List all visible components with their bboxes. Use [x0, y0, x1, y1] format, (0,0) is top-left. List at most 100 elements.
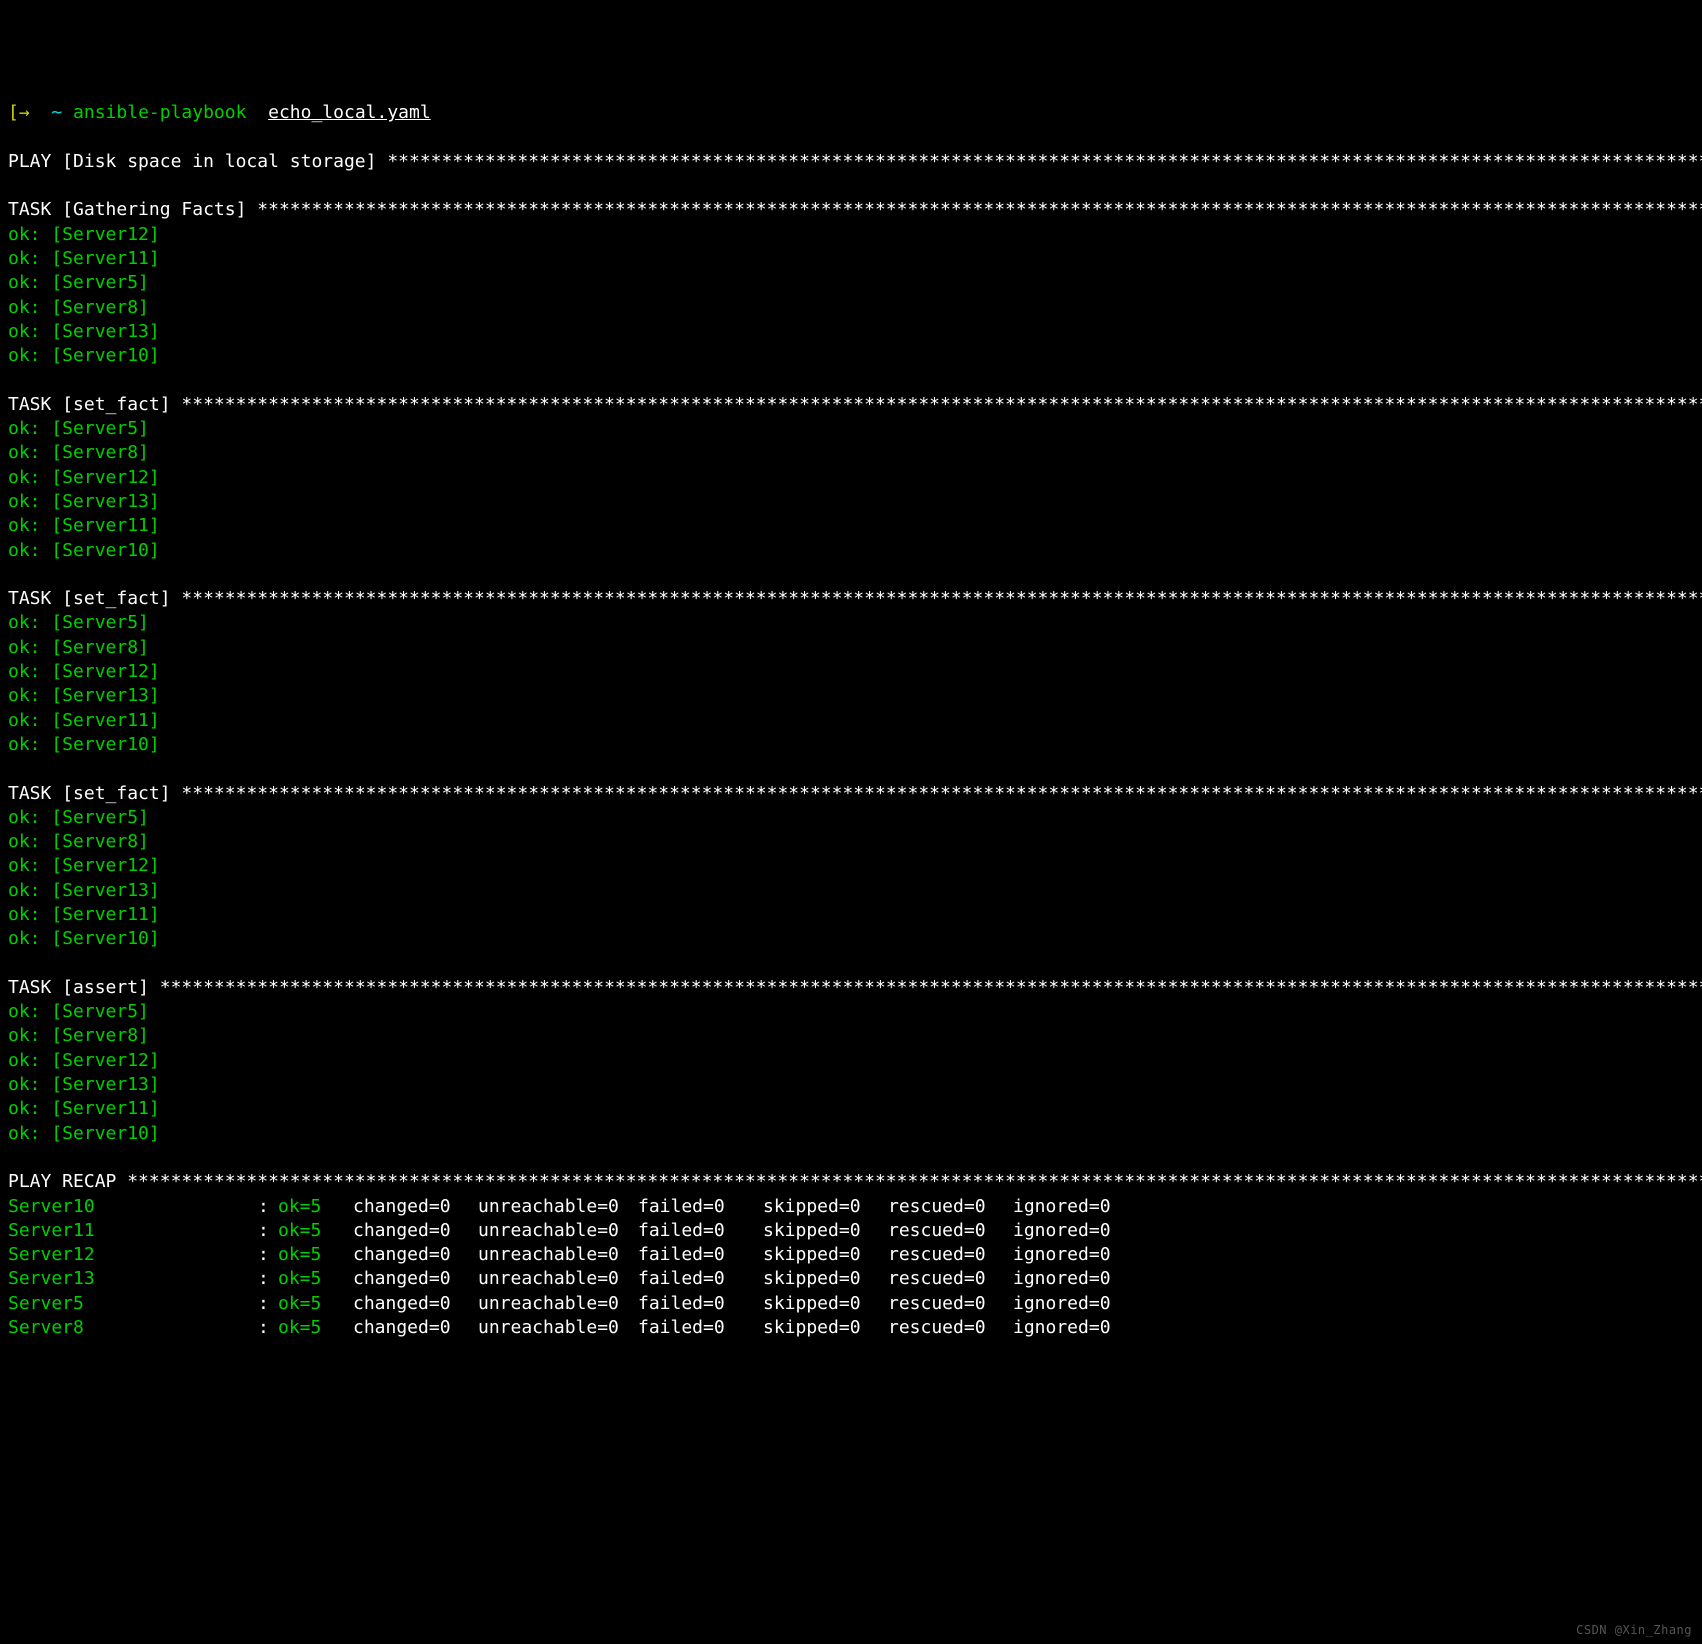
task-result-line: ok: [Server5] — [8, 1000, 1702, 1024]
recap-failed: failed=0 — [638, 1243, 763, 1267]
recap-ok: ok=5 — [278, 1243, 353, 1267]
task-name: set_fact — [73, 394, 160, 415]
task-name: set_fact — [73, 783, 160, 804]
prompt-arrow-icon: [→ — [8, 102, 30, 123]
recap-rescued: rescued=0 — [888, 1219, 1013, 1243]
task-result: ok: [Server5] — [8, 418, 149, 439]
recap-unreachable: unreachable=0 — [478, 1243, 638, 1267]
play-name: Disk space in local storage — [73, 151, 366, 172]
task-result-line: ok: [Server11] — [8, 903, 1702, 927]
recap-row: Server5: ok=5changed=0unreachable=0faile… — [8, 1292, 1702, 1316]
task-result: ok: [Server5] — [8, 612, 149, 633]
recap-failed: failed=0 — [638, 1195, 763, 1219]
recap-rescued: rescued=0 — [888, 1243, 1013, 1267]
recap-ignored: ignored=0 — [1013, 1195, 1138, 1219]
task-result: ok: [Server5] — [8, 272, 149, 293]
task-result: ok: [Server13] — [8, 321, 160, 342]
terminal-output: [→ ~ ansible-playbook echo_local.yaml PL… — [8, 101, 1702, 1340]
task-result-line: ok: [Server8] — [8, 441, 1702, 465]
star-separator: ****************************************… — [127, 1170, 1702, 1194]
task-result: ok: [Server12] — [8, 855, 160, 876]
recap-changed: changed=0 — [353, 1195, 478, 1219]
task-result: ok: [Server10] — [8, 1123, 160, 1144]
task-result: ok: [Server8] — [8, 297, 149, 318]
task-result: ok: [Server13] — [8, 685, 160, 706]
task-result: ok: [Server10] — [8, 734, 160, 755]
recap-ok: ok=5 — [278, 1219, 353, 1243]
recap-rescued: rescued=0 — [888, 1292, 1013, 1316]
recap-changed: changed=0 — [353, 1292, 478, 1316]
recap-ignored: ignored=0 — [1013, 1219, 1138, 1243]
recap-ignored: ignored=0 — [1013, 1316, 1138, 1340]
recap-host: Server10 — [8, 1195, 258, 1219]
task-result: ok: [Server13] — [8, 1074, 160, 1095]
play-recap-header: PLAY RECAP — [8, 1171, 127, 1192]
recap-row: Server8: ok=5changed=0unreachable=0faile… — [8, 1316, 1702, 1340]
task-header: TASK [Gathering Facts] *****************… — [8, 198, 1702, 222]
task-prefix: TASK [ — [8, 394, 73, 415]
play-recap-header-line: PLAY RECAP *****************************… — [8, 1170, 1702, 1194]
recap-row: Server10: ok=5changed=0unreachable=0fail… — [8, 1195, 1702, 1219]
task-header: TASK [set_fact] ************************… — [8, 782, 1702, 806]
recap-ignored: ignored=0 — [1013, 1243, 1138, 1267]
task-result: ok: [Server12] — [8, 467, 160, 488]
recap-skipped: skipped=0 — [763, 1292, 888, 1316]
task-result-line: ok: [Server8] — [8, 636, 1702, 660]
task-header: TASK [set_fact] ************************… — [8, 587, 1702, 611]
star-separator: ****************************************… — [181, 782, 1702, 806]
watermark-text: CSDN @Xin_Zhang — [1576, 1622, 1692, 1638]
recap-ignored: ignored=0 — [1013, 1292, 1138, 1316]
task-result-line: ok: [Server13] — [8, 879, 1702, 903]
recap-skipped: skipped=0 — [763, 1219, 888, 1243]
recap-failed: failed=0 — [638, 1219, 763, 1243]
task-result: ok: [Server13] — [8, 880, 160, 901]
command-arg: echo_local.yaml — [268, 102, 431, 123]
recap-host: Server8 — [8, 1316, 258, 1340]
recap-changed: changed=0 — [353, 1243, 478, 1267]
task-result-line: ok: [Server11] — [8, 247, 1702, 271]
task-result: ok: [Server13] — [8, 491, 160, 512]
recap-ignored: ignored=0 — [1013, 1267, 1138, 1291]
task-result: ok: [Server8] — [8, 442, 149, 463]
task-result: ok: [Server5] — [8, 807, 149, 828]
task-result-line: ok: [Server5] — [8, 417, 1702, 441]
task-result: ok: [Server10] — [8, 345, 160, 366]
recap-skipped: skipped=0 — [763, 1316, 888, 1340]
task-result-line: ok: [Server11] — [8, 709, 1702, 733]
task-prefix: TASK [ — [8, 199, 73, 220]
recap-row: Server12: ok=5changed=0unreachable=0fail… — [8, 1243, 1702, 1267]
task-result-line: ok: [Server10] — [8, 927, 1702, 951]
prompt-tilde: ~ — [30, 102, 73, 123]
task-result-line: ok: [Server11] — [8, 1097, 1702, 1121]
star-separator: ****************************************… — [181, 393, 1702, 417]
task-header: TASK [assert] **************************… — [8, 976, 1702, 1000]
task-result-line: ok: [Server13] — [8, 684, 1702, 708]
star-separator: ****************************************… — [160, 976, 1702, 1000]
recap-skipped: skipped=0 — [763, 1195, 888, 1219]
recap-failed: failed=0 — [638, 1267, 763, 1291]
task-result-line: ok: [Server12] — [8, 223, 1702, 247]
recap-separator: : — [258, 1243, 278, 1267]
task-prefix: TASK [ — [8, 977, 73, 998]
command-name: ansible-playbook — [73, 102, 268, 123]
play-prefix: PLAY [ — [8, 151, 73, 172]
recap-skipped: skipped=0 — [763, 1267, 888, 1291]
task-result-line: ok: [Server12] — [8, 854, 1702, 878]
recap-unreachable: unreachable=0 — [478, 1267, 638, 1291]
recap-ok: ok=5 — [278, 1267, 353, 1291]
recap-host: Server13 — [8, 1267, 258, 1291]
task-result-line: ok: [Server10] — [8, 1122, 1702, 1146]
task-prefix: TASK [ — [8, 588, 73, 609]
recap-separator: : — [258, 1195, 278, 1219]
star-separator: ****************************************… — [387, 150, 1702, 174]
task-result-line: ok: [Server12] — [8, 466, 1702, 490]
recap-host: Server5 — [8, 1292, 258, 1316]
task-name: assert — [73, 977, 138, 998]
recap-unreachable: unreachable=0 — [478, 1292, 638, 1316]
recap-changed: changed=0 — [353, 1267, 478, 1291]
task-result: ok: [Server12] — [8, 661, 160, 682]
task-header: TASK [set_fact] ************************… — [8, 393, 1702, 417]
task-result: ok: [Server12] — [8, 224, 160, 245]
recap-ok: ok=5 — [278, 1292, 353, 1316]
task-result-line: ok: [Server5] — [8, 271, 1702, 295]
